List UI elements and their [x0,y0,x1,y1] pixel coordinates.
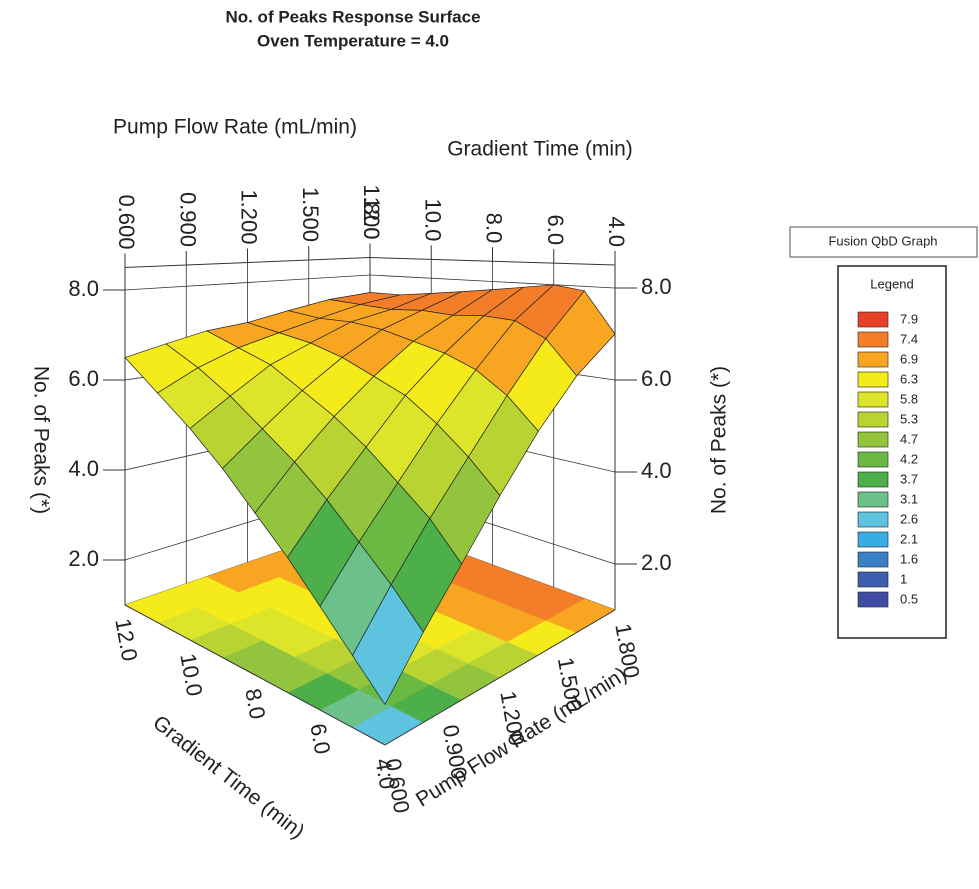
y-tick-label-top: 6.0 [543,215,568,246]
box-edge [384,609,616,746]
y-tick-label-front: 6.0 [305,722,335,756]
legend-label: 0.5 [900,591,918,606]
legend-label: 5.8 [900,391,918,406]
z-tick-label: 2.0 [641,550,672,575]
y-tick-label-front: 12.0 [110,617,142,664]
legend-label: 4.7 [900,431,918,446]
y-axis-title-front: Gradient Time (min) [148,711,308,843]
surface-cell [352,584,424,706]
legend-swatch [857,531,889,548]
legend-swatch [857,351,889,368]
legend-label: 4.2 [900,451,918,466]
legend-label: 1.6 [900,551,918,566]
chart-title: No. of Peaks Response Surface [225,7,480,26]
y-tick-label-front: 10.0 [175,652,207,699]
legend-swatch [857,591,889,608]
y-tick-label-top: 12.0 [359,197,384,240]
legend-swatch [857,451,889,468]
z-axis-title-right: No. of Peaks (*) [708,366,731,514]
z-tick-label: 2.0 [68,546,99,571]
legend-swatch [857,371,889,388]
legend-label: 2.6 [900,511,918,526]
y-tick-label-front: 8.0 [240,687,270,721]
chart-subtitle: Oven Temperature = 4.0 [257,31,449,50]
x-tick-label-top: 0.900 [175,192,200,247]
legend-swatch [857,411,889,428]
y-tick-label-top: 10.0 [420,199,445,242]
legend-label: 5.3 [900,411,918,426]
z-tick-label: 4.0 [641,458,672,483]
legend-swatch [857,491,889,508]
legend-label: 3.1 [900,491,918,506]
z-tick-label: 6.0 [641,366,672,391]
legend-title: Legend [870,276,913,291]
legend-label: 6.3 [900,371,918,386]
legend-swatch [857,391,889,408]
z-tick-label: 8.0 [641,274,672,299]
legend-swatch [857,431,889,448]
legend-label: 1 [900,571,907,586]
y-tick-label-front: 4.0 [370,757,400,791]
z-tick-label: 6.0 [68,366,99,391]
legend-label: 7.4 [900,331,918,346]
legend-swatch [857,511,889,528]
y-tick-label-top: 4.0 [604,216,629,247]
badge: Fusion QbD Graph [828,233,937,248]
legend-label: 7.9 [900,311,918,326]
box-edge [124,604,386,746]
y-tick-label-top: 8.0 [482,213,507,244]
z-tick-label: 4.0 [68,456,99,481]
y-axis-title-top: Gradient Time (min) [447,138,633,161]
x-tick-label-top: 1.800 [359,184,384,239]
legend-label: 3.7 [900,471,918,486]
legend-box [837,265,947,639]
legend-swatch [857,311,889,328]
x-axis-title-top: Pump Flow Rate (mL/min) [113,116,357,139]
x-tick-label-top: 1.500 [298,187,323,242]
legend-swatch [857,571,889,588]
legend-label: 6.9 [900,351,918,366]
legend-label: 2.1 [900,531,918,546]
x-tick-label-top: 1.200 [237,189,262,244]
z-tick-label: 8.0 [68,276,99,301]
legend-swatch [857,551,889,568]
badge-box [789,226,978,258]
z-axis-title-left: No. of Peaks (*) [29,366,52,514]
x-tick-label-top: 0.600 [114,194,139,249]
legend-swatch [857,471,889,488]
legend-swatch [857,331,889,348]
